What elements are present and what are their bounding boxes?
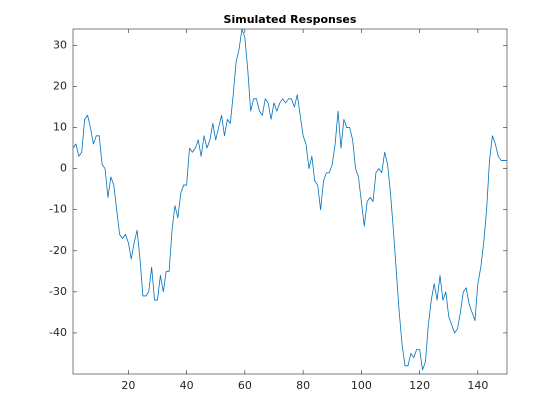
x-tick-label: 100: [351, 379, 372, 392]
y-tick-label: 10: [53, 121, 67, 134]
y-tick-label: 20: [53, 80, 67, 93]
y-tick-label: -20: [49, 244, 67, 257]
x-tick-label: 120: [409, 379, 430, 392]
y-tick-label: 0: [60, 162, 67, 175]
y-tick-label: -10: [49, 203, 67, 216]
x-tick-label: 20: [121, 379, 135, 392]
y-tick-label: -30: [49, 285, 67, 298]
x-tick-label: 40: [180, 379, 194, 392]
y-tick-label: -40: [49, 326, 67, 339]
x-tick-label: 60: [238, 379, 252, 392]
x-tick-label: 80: [296, 379, 310, 392]
data-line: [72, 28, 507, 371]
y-tick-label: 30: [53, 38, 67, 51]
plot-area: [72, 28, 508, 375]
x-tick-label: 140: [467, 379, 488, 392]
chart-title: Simulated Responses: [224, 13, 357, 26]
